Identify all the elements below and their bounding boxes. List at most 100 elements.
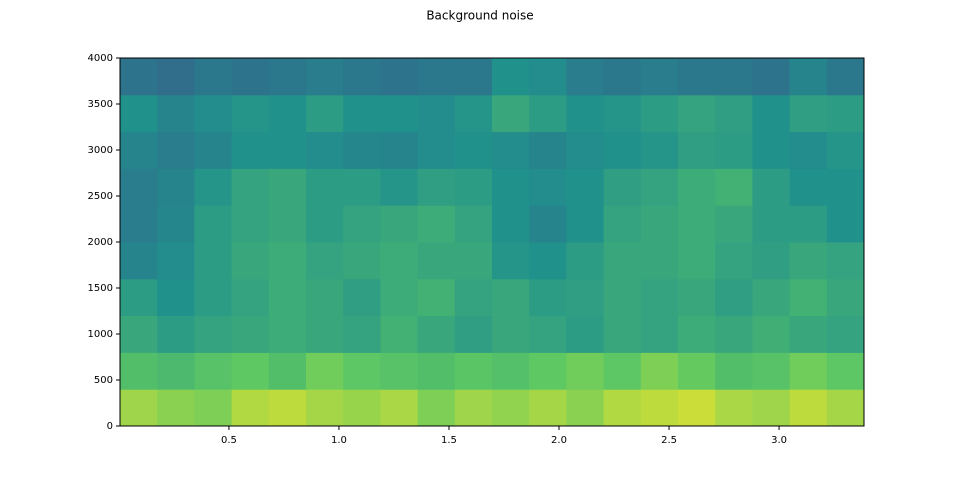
heat-cell xyxy=(417,315,456,353)
heat-cell xyxy=(231,94,270,133)
heat-cell xyxy=(492,352,530,390)
heat-cell xyxy=(306,58,344,96)
heat-cell xyxy=(752,58,791,96)
heat-cell xyxy=(231,168,270,206)
heat-cell xyxy=(157,205,195,243)
heat-cell xyxy=(157,315,195,353)
heat-cell xyxy=(752,94,791,133)
heat-cell xyxy=(752,168,791,206)
heat-cell xyxy=(306,278,344,317)
heat-cell xyxy=(640,58,679,96)
heat-cell xyxy=(194,278,233,317)
heat-cell xyxy=(640,278,679,317)
heat-cell xyxy=(566,205,605,243)
heat-cell xyxy=(268,278,307,317)
heat-cell xyxy=(120,131,158,169)
heat-cell xyxy=(789,58,828,96)
heat-cell xyxy=(380,58,419,96)
heat-cell xyxy=(194,315,233,353)
heat-cell xyxy=(603,94,642,133)
heat-cell xyxy=(826,315,865,353)
heat-cell xyxy=(492,58,530,96)
heat-cell xyxy=(678,278,716,317)
heat-cell xyxy=(826,352,865,390)
heat-cell xyxy=(194,168,233,206)
y-tick-label: 3500 xyxy=(88,99,113,110)
heat-cell xyxy=(826,58,865,96)
heat-cell xyxy=(157,278,195,317)
heat-cell xyxy=(603,315,642,353)
heat-cell xyxy=(678,205,716,243)
heat-cell xyxy=(752,278,791,317)
heat-cell xyxy=(715,58,753,96)
heat-cell xyxy=(231,315,270,353)
heat-cell xyxy=(454,168,493,206)
heat-cell xyxy=(231,278,270,317)
heat-cell xyxy=(529,389,567,427)
heat-cell xyxy=(715,131,753,169)
heat-cell xyxy=(157,131,195,169)
heat-cell xyxy=(231,58,270,96)
heat-cell xyxy=(268,352,307,390)
heat-cell xyxy=(454,94,493,133)
heat-cell xyxy=(454,58,493,96)
heat-cell xyxy=(789,352,828,390)
heat-cell xyxy=(566,131,605,169)
heat-cell xyxy=(640,168,679,206)
heat-cell xyxy=(640,242,679,280)
heat-cell xyxy=(678,58,716,96)
heat-cell xyxy=(789,131,828,169)
heat-cell xyxy=(752,205,791,243)
heat-cell xyxy=(529,205,567,243)
heat-cell xyxy=(492,131,530,169)
heat-cell xyxy=(640,205,679,243)
heat-cell xyxy=(417,58,456,96)
heat-cell xyxy=(417,278,456,317)
heat-cell xyxy=(306,168,344,206)
heat-cell xyxy=(715,278,753,317)
heat-cell xyxy=(492,389,530,427)
heat-cell xyxy=(380,315,419,353)
heat-cell xyxy=(268,168,307,206)
heat-cell xyxy=(306,352,344,390)
heat-cell xyxy=(826,94,865,133)
heat-cell xyxy=(343,205,381,243)
heat-cell xyxy=(380,242,419,280)
heat-cell xyxy=(194,242,233,280)
heat-cell xyxy=(417,131,456,169)
heat-cell xyxy=(826,278,865,317)
heat-cell xyxy=(529,315,567,353)
heat-cell xyxy=(268,58,307,96)
heat-cell xyxy=(566,58,605,96)
heat-cell xyxy=(380,131,419,169)
heat-cell xyxy=(826,168,865,206)
heat-cell xyxy=(454,389,493,427)
heat-cell xyxy=(306,94,344,133)
heat-cell xyxy=(603,389,642,427)
heat-cell xyxy=(454,131,493,169)
heat-cell xyxy=(157,389,195,427)
heat-cell xyxy=(678,352,716,390)
heat-cell xyxy=(343,352,381,390)
heat-cell xyxy=(454,205,493,243)
heat-cell xyxy=(268,389,307,427)
heat-cell xyxy=(603,278,642,317)
heat-cell xyxy=(194,389,233,427)
y-tick-label: 2500 xyxy=(88,191,113,202)
heat-cell xyxy=(789,315,828,353)
heat-cell xyxy=(120,168,158,206)
heat-cell xyxy=(231,242,270,280)
heat-cell xyxy=(380,205,419,243)
heat-cell xyxy=(715,315,753,353)
heat-cell xyxy=(454,315,493,353)
chart-title: Background noise xyxy=(426,9,533,23)
heat-cell xyxy=(120,58,158,96)
heat-cell xyxy=(752,315,791,353)
heat-cell xyxy=(826,205,865,243)
heat-cell xyxy=(715,94,753,133)
heat-cell xyxy=(640,389,679,427)
heat-cell xyxy=(306,389,344,427)
heat-cell xyxy=(603,58,642,96)
heat-cell xyxy=(826,242,865,280)
heat-cell xyxy=(492,278,530,317)
